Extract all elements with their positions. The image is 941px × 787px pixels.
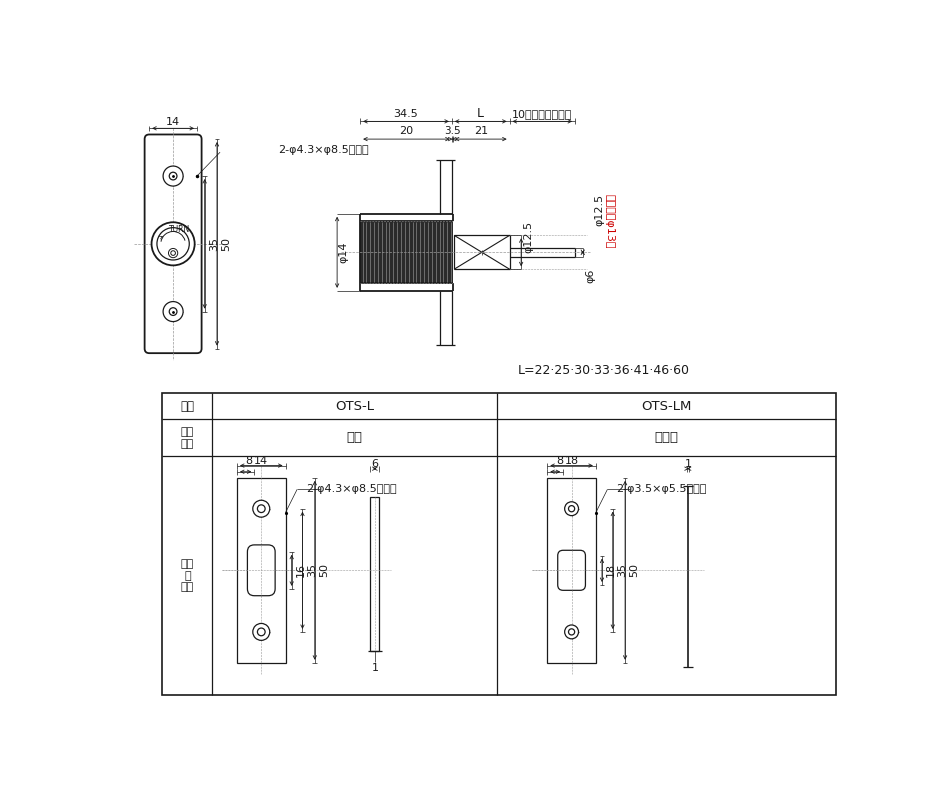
Circle shape [168, 249, 178, 257]
Text: 21: 21 [473, 127, 487, 136]
Circle shape [171, 251, 175, 255]
Circle shape [258, 504, 265, 512]
Circle shape [157, 227, 189, 260]
FancyBboxPatch shape [558, 550, 585, 590]
Circle shape [163, 166, 183, 186]
Text: φ14: φ14 [338, 242, 348, 263]
Circle shape [565, 502, 579, 515]
FancyBboxPatch shape [145, 135, 201, 353]
Text: φ12.5: φ12.5 [524, 221, 534, 253]
Text: 8: 8 [556, 456, 563, 466]
Text: 2-φ4.3×φ8.5コウ孔: 2-φ4.3×φ8.5コウ孔 [306, 485, 396, 494]
Text: 1: 1 [372, 663, 378, 673]
Circle shape [258, 628, 265, 636]
Text: 受け
名称: 受け 名称 [181, 427, 194, 449]
Text: φ12.5: φ12.5 [595, 194, 605, 226]
Circle shape [169, 172, 177, 180]
Bar [360, 221, 453, 283]
Text: 18: 18 [565, 456, 579, 466]
Circle shape [253, 501, 270, 517]
Text: 2-φ3.5×φ5.5コウ孔: 2-φ3.5×φ5.5コウ孔 [616, 485, 707, 494]
Bar [237, 478, 285, 663]
Text: 50: 50 [319, 563, 329, 578]
Circle shape [565, 625, 579, 639]
Text: 6: 6 [372, 459, 378, 469]
FancyBboxPatch shape [247, 545, 275, 596]
Text: 50: 50 [221, 237, 231, 251]
Circle shape [169, 308, 177, 316]
Text: L: L [477, 107, 485, 120]
Text: 受け: 受け [347, 431, 363, 445]
Bar [370, 497, 379, 651]
Circle shape [163, 301, 183, 322]
Bar [548, 478, 596, 663]
Text: OTS-LM: OTS-LM [642, 400, 692, 413]
Text: 14: 14 [254, 456, 268, 466]
Circle shape [568, 505, 575, 512]
Text: 2-φ4.3×φ8.5コウ孔: 2-φ4.3×φ8.5コウ孔 [278, 145, 369, 155]
Text: 14: 14 [166, 117, 180, 127]
Text: TURN: TURN [168, 225, 190, 235]
Text: 18: 18 [606, 563, 616, 578]
Text: 品番: 品番 [181, 400, 195, 413]
Circle shape [152, 222, 195, 265]
Text: 35: 35 [307, 563, 317, 578]
Text: （切欠きφ13）: （切欠きφ13） [605, 194, 614, 249]
Text: 35: 35 [209, 237, 219, 251]
Text: OTS-L: OTS-L [335, 400, 375, 413]
Text: 3.5: 3.5 [444, 127, 460, 136]
Text: 16: 16 [295, 563, 306, 578]
Text: 1: 1 [684, 459, 692, 469]
Bar [163, 394, 836, 695]
Text: 20: 20 [399, 127, 413, 136]
Text: 平受け: 平受け [655, 431, 678, 445]
Text: 50: 50 [630, 563, 639, 578]
Text: 35: 35 [617, 563, 627, 578]
Text: 8: 8 [246, 456, 253, 466]
Text: 受け
の
形状: 受け の 形状 [181, 559, 194, 593]
Circle shape [568, 629, 575, 635]
Text: 10（ストローク）: 10（ストローク） [512, 109, 572, 119]
Text: φ6: φ6 [585, 268, 596, 283]
Text: L=22·25·30·33·36·41·46·60: L=22·25·30·33·36·41·46·60 [518, 364, 690, 377]
Circle shape [253, 623, 270, 641]
Text: 34.5: 34.5 [393, 109, 419, 119]
